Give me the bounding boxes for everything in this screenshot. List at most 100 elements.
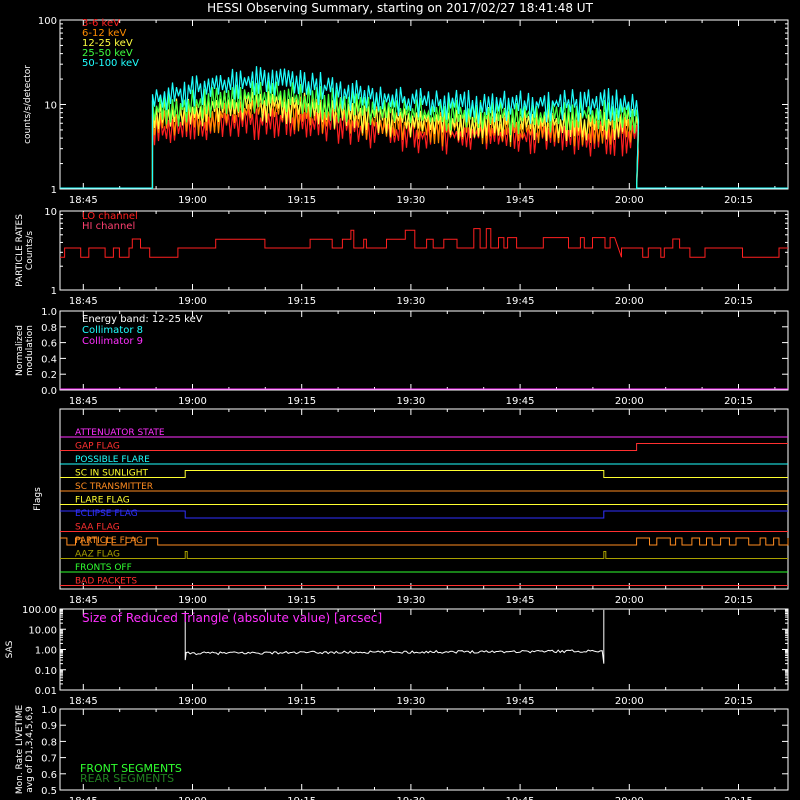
panel-livetime: 18:45 19:00 19:15 19:30 19:45 20:00 20:15 0.5 0.…: [15, 705, 789, 800]
time-tick-label: 20:00: [615, 595, 644, 606]
legend-entry: 12-25 keV: [82, 38, 133, 49]
panel-frame: [59, 408, 789, 590]
time-tick-label: 19:15: [287, 595, 316, 606]
legend-entry: 25-50 keV: [82, 48, 133, 59]
legend-entry: HI channel: [82, 221, 135, 232]
time-tick-label: 19:30: [396, 296, 425, 307]
series-line-LO channel: [60, 228, 788, 258]
y-tick-label: 1: [51, 286, 57, 297]
y-axis-label: Mon. Rate LIVETIME: [15, 705, 25, 795]
time-tick-label: 19:45: [506, 296, 535, 307]
flag-label: SC IN SUNLIGHT: [75, 469, 149, 479]
y-tick-label: 1.0: [41, 307, 57, 318]
time-tick-label: 18:45: [69, 195, 98, 206]
y-tick-label: 1.00: [35, 646, 57, 657]
y-tick-label: 1.0: [41, 705, 57, 716]
time-tick-label: 18:45: [69, 696, 98, 707]
flag-label: PARTICLE FLAG: [75, 536, 143, 546]
y-tick-label: 0.6: [41, 770, 57, 781]
flag-line-SC IN SUNLIGHT: [60, 470, 788, 478]
time-tick-label: 19:30: [396, 595, 425, 606]
y-axis-label: PARTICLE RATES: [15, 214, 25, 287]
panel-modulation: 18:45 19:00 19:15 19:30 19:45 20:00 20:15 0.0 0.…: [15, 307, 789, 407]
panel-frame: [59, 708, 789, 791]
series-line-12-25 keV: [151, 90, 640, 190]
time-tick-label: 20:00: [615, 195, 644, 206]
time-tick-label: 18:45: [69, 796, 98, 800]
y-axis-label: Counts/s: [25, 231, 35, 270]
y-tick-label: 0.8: [41, 323, 57, 334]
flag-label: SAA FLAG: [75, 523, 120, 533]
y-tick-label: 0.8: [41, 737, 57, 748]
y-tick-label: 1: [51, 185, 57, 196]
flag-line-GAP FLAG: [60, 443, 788, 451]
flag-label: SC TRANSMITTER: [75, 482, 153, 492]
flag-label: BAD PACKETS: [75, 577, 137, 587]
flag-label: POSSIBLE FLARE: [75, 455, 150, 465]
time-tick-label: 20:15: [724, 696, 753, 707]
time-tick-label: 20:00: [615, 696, 644, 707]
flag-line-AAZ FLAG: [60, 551, 788, 559]
y-axis-label: SAS: [5, 640, 15, 658]
time-tick-label: 19:45: [506, 796, 535, 800]
y-tick-label: 10: [44, 101, 57, 112]
time-tick-label: 19:45: [506, 396, 535, 407]
flag-label: AAZ FLAG: [75, 550, 120, 560]
legend-entry: 6-12 keV: [82, 28, 126, 39]
time-tick-label: 19:00: [178, 796, 207, 800]
y-tick-label: 0.01: [35, 686, 57, 697]
legend-entry: Collimator 9: [82, 336, 143, 347]
time-tick-label: 19:45: [506, 696, 535, 707]
y-axis-label: modulation: [25, 325, 35, 376]
time-tick-label: 19:30: [396, 195, 425, 206]
series-line-25-50 keV: [151, 80, 640, 190]
flag-label: ATTENUATOR STATE: [75, 428, 165, 438]
time-tick-label: 20:00: [615, 296, 644, 307]
time-tick-label: 19:30: [396, 796, 425, 800]
y-tick-label: 0.9: [41, 721, 57, 732]
time-tick-label: 20:15: [724, 796, 753, 800]
sas-annotation: Size of Reduced Triangle (absolute value…: [82, 611, 382, 625]
legend-entry: LO channel: [82, 211, 138, 222]
time-tick-label: 19:45: [506, 595, 535, 606]
panel-flags: 18:45 19:00 19:15 19:30 19:45 20:00 20:15 Flags…: [33, 408, 789, 606]
time-tick-label: 18:45: [69, 595, 98, 606]
panel-count-rates: 18:45 19:00 19:15 19:30 19:45 20:00 20:15 1 10 10…: [23, 16, 789, 206]
y-tick-label: 10.00: [28, 625, 57, 636]
flag-label: ECLIPSE FLAG: [75, 509, 138, 519]
time-tick-label: 19:00: [178, 396, 207, 407]
time-tick-label: 18:45: [69, 296, 98, 307]
time-tick-label: 20:15: [724, 396, 753, 407]
y-tick-label: 100.00: [22, 605, 57, 616]
legend-entry: REAR SEGMENTS: [80, 772, 174, 785]
y-tick-label: 0.7: [41, 754, 57, 765]
legend-entry: FRONT SEGMENTS: [80, 762, 182, 775]
legend-entry: 50-100 keV: [82, 58, 139, 69]
flag-label: FRONTS OFF: [75, 563, 132, 573]
time-tick-label: 20:00: [615, 796, 644, 800]
time-tick-label: 18:45: [69, 396, 98, 407]
y-tick-label: 0.4: [41, 354, 57, 365]
time-tick-label: 19:00: [178, 595, 207, 606]
y-tick-label: 0.2: [41, 370, 57, 381]
y-axis-label: Normalized: [15, 325, 25, 376]
time-tick-label: 19:15: [287, 195, 316, 206]
time-tick-label: 19:15: [287, 396, 316, 407]
flag-label: GAP FLAG: [75, 442, 120, 452]
time-tick-label: 19:00: [178, 296, 207, 307]
y-tick-label: 0.10: [35, 666, 57, 677]
time-tick-label: 19:00: [178, 696, 207, 707]
series-line-50-100 keV: [151, 66, 640, 190]
flag-label: FLARE FLAG: [75, 496, 130, 506]
y-axis-label: avg of D1,3,4,5,6,9: [25, 706, 35, 793]
time-tick-label: 20:00: [615, 396, 644, 407]
time-tick-label: 19:15: [287, 296, 316, 307]
panel-frame: [59, 210, 789, 291]
legend-entry: 3-6 keV: [82, 18, 120, 29]
time-tick-label: 19:30: [396, 396, 425, 407]
sas-series-line: [184, 609, 605, 664]
energy-band-label: Energy band: 12-25 keV: [82, 314, 203, 325]
y-tick-label: 0.5: [41, 786, 57, 797]
time-tick-label: 19:45: [506, 195, 535, 206]
